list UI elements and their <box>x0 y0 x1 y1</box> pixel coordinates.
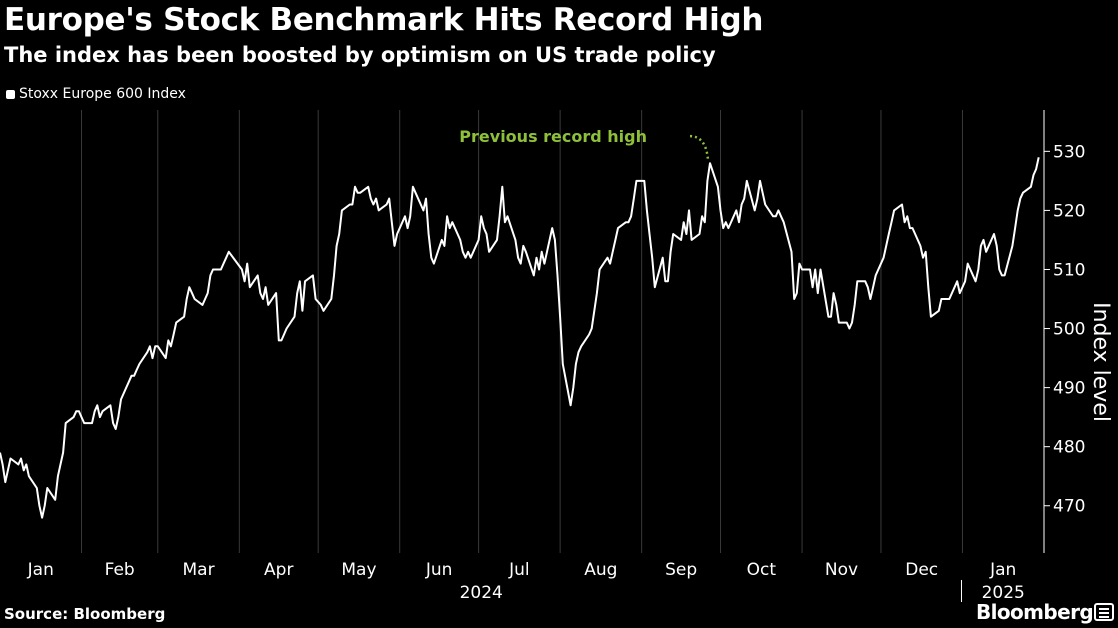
x-tick-label: Feb <box>105 560 135 580</box>
legend-label: Stoxx Europe 600 Index <box>19 86 186 102</box>
source-note: Source: Bloomberg <box>4 605 166 623</box>
month-gridlines <box>81 110 963 553</box>
x-tick-label: Aug <box>584 560 617 580</box>
y-tick-label: 470 <box>1053 497 1085 517</box>
x-tick-label: Jun <box>425 560 453 580</box>
x-tick-label: May <box>341 560 376 580</box>
legend-swatch <box>6 89 15 99</box>
legend: Stoxx Europe 600 Index <box>6 86 186 102</box>
x-tick-label: Jan <box>989 560 1016 580</box>
y-tick-label: 510 <box>1053 260 1085 280</box>
x-tick-label: Apr <box>264 560 293 580</box>
y-axis: 470 480 490 500 510 520 530 <box>1043 110 1085 553</box>
x-tick-label: Oct <box>747 560 777 580</box>
chart-subtitle: The index has been boosted by optimism o… <box>4 43 716 67</box>
x-tick-label: Jul <box>508 560 530 580</box>
series-line-stoxx-600 <box>0 157 1040 519</box>
x-tick-label: Nov <box>825 560 858 580</box>
y-axis-title: Index level <box>1088 302 1113 422</box>
x-tick-label: Mar <box>183 560 215 580</box>
bloomberg-terminal-icon <box>1094 603 1114 621</box>
y-tick-label: 490 <box>1053 379 1085 399</box>
brand-logo-text: Bloomberg <box>976 600 1094 624</box>
chart-title: Europe's Stock Benchmark Hits Record Hig… <box>4 2 764 38</box>
x-axis: Jan Feb Mar Apr May Jun Jul Aug Sep Oct Nov Dec Jan 2… <box>27 560 1025 603</box>
x-year-label: 2025 <box>982 583 1025 603</box>
x-tick-label: Jan <box>27 560 54 580</box>
y-tick-label: 480 <box>1053 438 1085 458</box>
annotation-connector <box>689 134 710 161</box>
x-tick-label: Sep <box>665 560 697 580</box>
y-tick-label: 530 <box>1053 142 1085 162</box>
y-tick-label: 520 <box>1053 201 1085 221</box>
x-year-label: 2024 <box>460 583 503 603</box>
annotation-group: Previous record high <box>459 127 710 161</box>
annotation-label: Previous record high <box>459 127 647 146</box>
y-tick-label: 500 <box>1053 320 1085 340</box>
x-tick-label: Dec <box>905 560 938 580</box>
series-group <box>0 157 1040 519</box>
